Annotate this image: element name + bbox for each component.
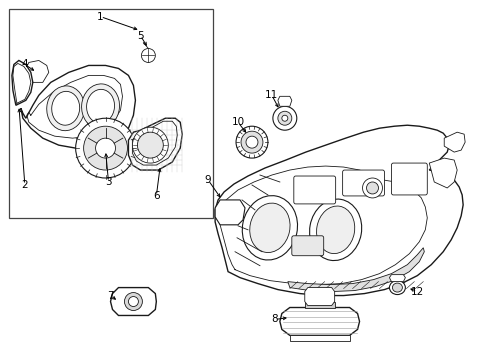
FancyBboxPatch shape [342,170,384,196]
Ellipse shape [388,280,405,294]
Text: 3: 3 [105,177,112,187]
Polygon shape [279,307,359,336]
Ellipse shape [52,91,80,125]
Circle shape [95,138,115,158]
FancyBboxPatch shape [293,176,335,204]
Circle shape [141,49,155,62]
Polygon shape [289,336,349,341]
Circle shape [83,126,127,170]
FancyBboxPatch shape [390,163,427,195]
Polygon shape [215,200,244,225]
Ellipse shape [47,86,84,131]
FancyBboxPatch shape [291,236,323,256]
Ellipse shape [249,203,289,252]
Text: 12: 12 [410,287,423,297]
Polygon shape [128,118,182,170]
Text: 6: 6 [153,191,159,201]
Circle shape [366,182,378,194]
Text: 7: 7 [107,291,114,301]
Ellipse shape [309,199,361,261]
Polygon shape [388,275,405,282]
Ellipse shape [81,84,119,129]
Polygon shape [304,288,334,306]
Polygon shape [12,60,33,105]
Text: 5: 5 [137,31,143,41]
Circle shape [277,111,291,125]
Polygon shape [21,66,135,148]
Ellipse shape [242,195,297,260]
Polygon shape [443,132,464,152]
Ellipse shape [316,206,354,253]
Circle shape [124,293,142,310]
Circle shape [137,132,163,158]
Circle shape [236,126,267,158]
Circle shape [241,131,263,153]
Circle shape [272,106,296,130]
Polygon shape [304,302,334,307]
Polygon shape [277,96,291,106]
Text: 10: 10 [231,117,244,127]
Polygon shape [110,288,156,315]
Text: 9: 9 [204,175,211,185]
Text: 11: 11 [264,90,278,100]
Polygon shape [215,125,462,296]
Text: 4: 4 [21,59,28,69]
Circle shape [245,136,258,148]
Text: 1: 1 [97,12,103,22]
Polygon shape [25,60,49,82]
Circle shape [76,118,135,178]
Circle shape [132,127,168,163]
Text: 8: 8 [271,314,278,324]
Polygon shape [287,248,424,292]
Circle shape [362,178,382,198]
Circle shape [281,115,287,121]
Ellipse shape [86,89,114,123]
Bar [9,9,213,218]
Ellipse shape [392,283,402,292]
Polygon shape [428,158,456,188]
Text: 2: 2 [21,180,28,190]
Circle shape [128,297,138,306]
